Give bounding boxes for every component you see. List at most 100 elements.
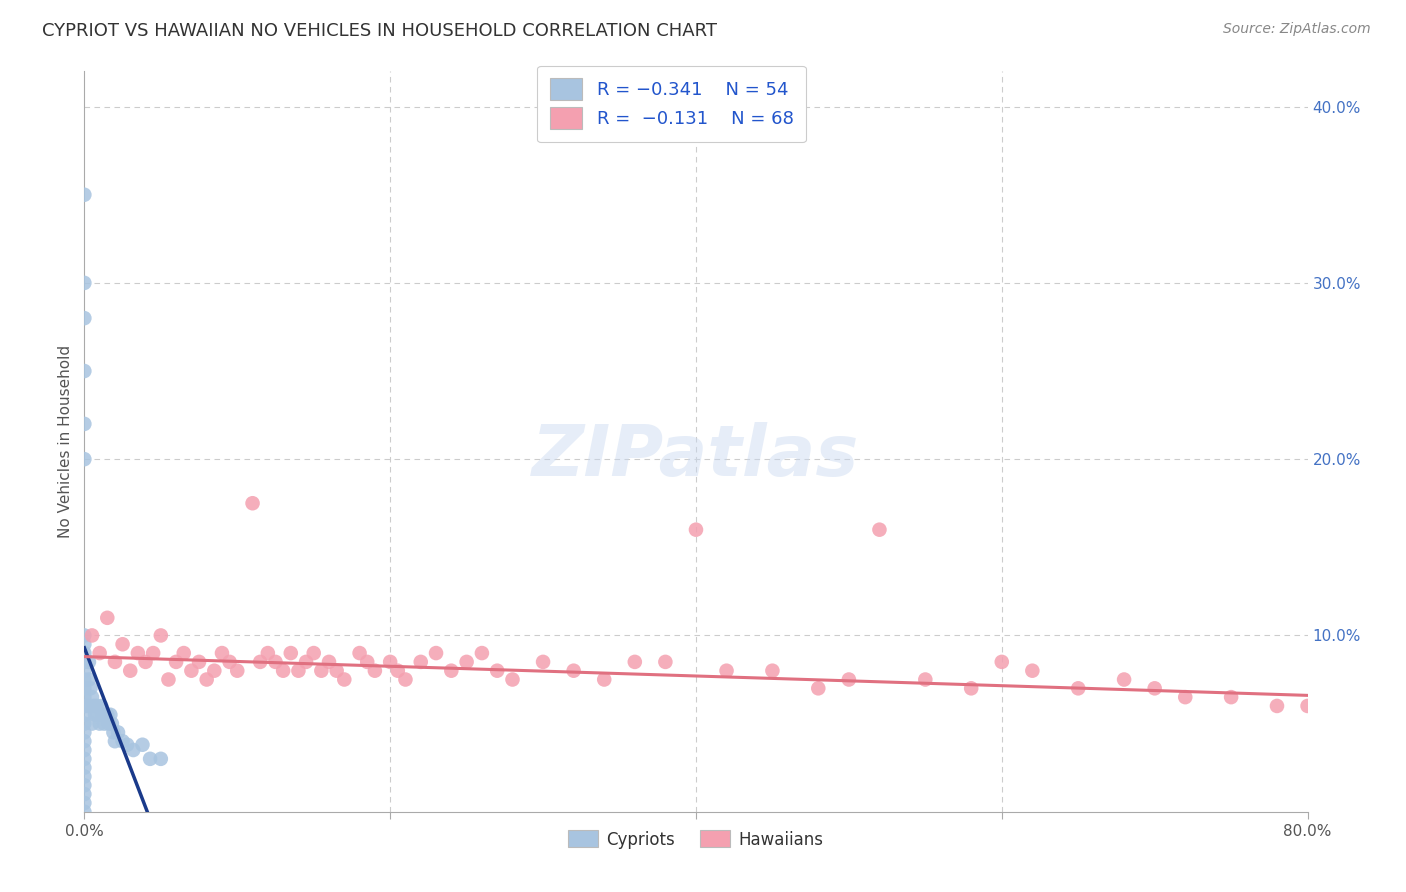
Point [188,655,211,669]
Point [73,655,96,669]
Point [104,734,127,748]
Point [456,655,478,669]
Point [80,628,103,642]
Point [869,523,891,537]
Point [356,655,378,669]
Point [115,738,138,752]
Point [991,655,1014,669]
Text: CYPRIOT VS HAWAIIAN NO VEHICLES IN HOUSEHOLD CORRELATION CHART: CYPRIOT VS HAWAIIAN NO VEHICLES IN HOUSE… [42,22,717,40]
Point [73,761,96,775]
Point [1265,698,1288,713]
Point [202,664,225,678]
Point [387,664,409,678]
Point [98,707,121,722]
Point [257,646,280,660]
Text: Source: ZipAtlas.com: Source: ZipAtlas.com [1223,22,1371,37]
Point [325,664,347,678]
Point [96,707,118,722]
Point [502,673,524,687]
Point [311,664,333,678]
Point [84,707,107,722]
Point [73,769,96,783]
Point [73,364,96,378]
Point [73,725,96,739]
Point [73,752,96,766]
Point [593,673,616,687]
Point [73,637,96,651]
Point [287,664,309,678]
Point [101,716,124,731]
Point [73,311,96,326]
Point [173,646,195,660]
Point [103,725,125,739]
Point [73,707,96,722]
Point [107,725,129,739]
Point [409,655,432,669]
Point [97,716,120,731]
Point [73,743,96,757]
Point [77,655,100,669]
Point [242,496,264,510]
Point [80,690,103,705]
Point [425,646,447,660]
Point [122,743,145,757]
Point [111,734,134,748]
Point [1067,681,1090,696]
Point [73,187,96,202]
Point [79,681,101,696]
Point [180,664,202,678]
Point [1021,664,1043,678]
Point [531,655,554,669]
Point [73,664,96,678]
Point [761,664,783,678]
Point [73,690,96,705]
Point [73,787,96,801]
Point [302,646,325,660]
Point [89,716,111,731]
Point [226,664,249,678]
Legend: Cypriots, Hawaiians: Cypriots, Hawaiians [561,823,831,855]
Point [440,664,463,678]
Point [914,673,936,687]
Point [73,681,96,696]
Point [91,707,114,722]
Point [73,673,96,687]
Point [318,655,340,669]
Point [73,698,96,713]
Point [104,655,127,669]
Point [157,673,180,687]
Point [83,698,105,713]
Point [195,673,218,687]
Y-axis label: No Vehicles in Household: No Vehicles in Household [58,345,73,538]
Point [93,716,115,731]
Point [333,673,356,687]
Point [264,655,287,669]
Point [127,646,149,660]
Point [562,664,585,678]
Point [131,738,153,752]
Point [96,611,118,625]
Point [73,417,96,431]
Point [394,673,416,687]
Point [73,646,96,660]
Point [73,716,96,731]
Point [280,646,302,660]
Point [149,752,172,766]
Point [295,655,318,669]
Point [349,646,371,660]
Point [89,646,111,660]
Point [654,655,676,669]
Point [271,664,294,678]
Point [73,805,96,819]
Point [87,707,110,722]
Point [364,664,387,678]
Point [1296,698,1319,713]
Point [471,646,494,660]
Point [73,276,96,290]
Point [80,716,103,731]
Point [1220,690,1243,705]
Point [211,646,233,660]
Point [73,452,96,467]
Point [165,655,187,669]
Point [716,664,738,678]
